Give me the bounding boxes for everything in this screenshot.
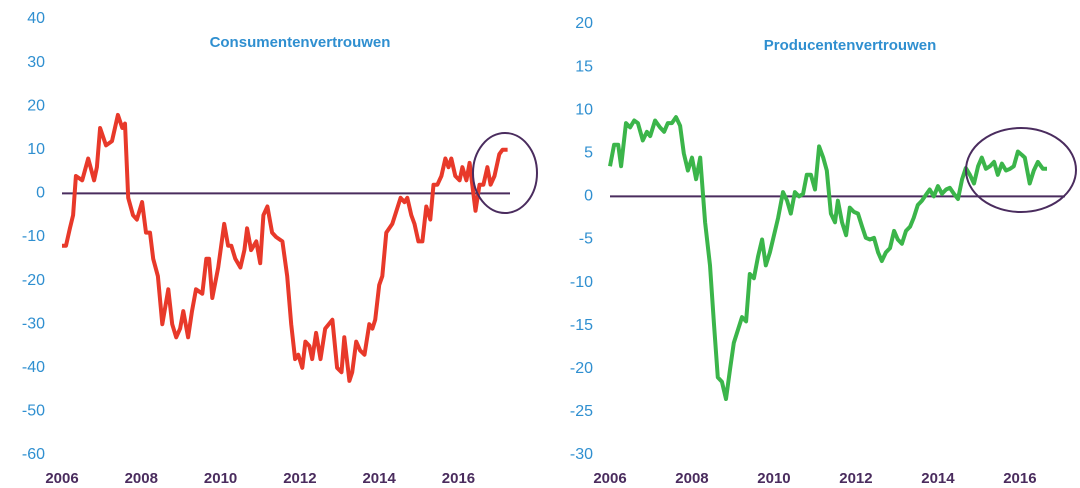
chart-title: Producentenvertrouwen — [764, 37, 937, 54]
y-tick-label: 20 — [575, 15, 593, 32]
x-tick-label: 2014 — [362, 470, 396, 487]
y-tick-label: 10 — [27, 141, 45, 158]
x-tick-label: 2016 — [1003, 470, 1036, 487]
y-tick-label: 10 — [575, 101, 593, 118]
x-tick-label: 2014 — [921, 470, 955, 487]
y-tick-label: -5 — [579, 231, 593, 248]
y-tick-label: 0 — [36, 185, 45, 202]
x-tick-label: 2006 — [45, 470, 78, 487]
y-tick-label: -25 — [570, 403, 593, 420]
x-tick-label: 2008 — [125, 470, 158, 487]
x-tick-label: 2010 — [757, 470, 790, 487]
y-tick-label: 30 — [27, 54, 45, 71]
y-tick-label: -15 — [570, 317, 593, 334]
x-tick-label: 2006 — [593, 470, 626, 487]
y-tick-label: -30 — [570, 446, 593, 463]
y-tick-label: -50 — [22, 403, 45, 420]
x-tick-label: 2008 — [675, 470, 708, 487]
x-tick-label: 2010 — [204, 470, 237, 487]
x-tick-label: 2012 — [839, 470, 872, 487]
y-tick-label: 15 — [575, 58, 593, 75]
y-tick-label: -60 — [22, 446, 45, 463]
series-line — [62, 112, 508, 383]
y-tick-label: 0 — [584, 188, 593, 205]
y-tick-label: 5 — [584, 145, 593, 162]
highlight-ellipse — [472, 132, 538, 214]
y-tick-label: -30 — [22, 315, 45, 332]
y-tick-label: -20 — [22, 272, 45, 289]
y-tick-label: -10 — [570, 274, 593, 291]
x-tick-label: 2016 — [442, 470, 475, 487]
series-line — [608, 115, 1047, 401]
y-tick-label: 20 — [27, 97, 45, 114]
highlight-ellipse — [965, 127, 1077, 213]
chart-title: Consumentenvertrouwen — [210, 34, 391, 51]
x-tick-label: 2012 — [283, 470, 316, 487]
y-tick-label: -40 — [22, 359, 45, 376]
y-tick-label: 40 — [27, 10, 45, 27]
y-tick-label: -20 — [570, 360, 593, 377]
y-tick-label: -10 — [22, 228, 45, 245]
